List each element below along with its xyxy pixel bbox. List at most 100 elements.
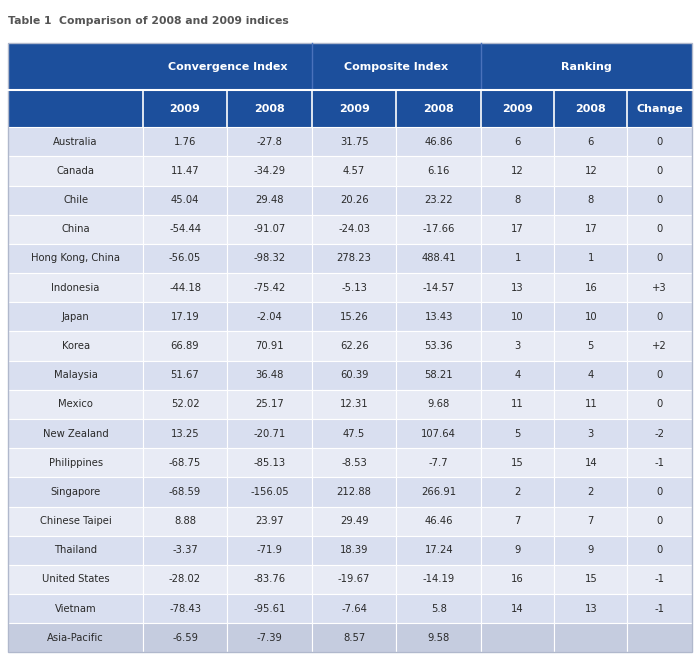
Bar (143, 273, 228, 302)
Bar (228, 360, 312, 389)
Text: 9: 9 (514, 545, 521, 556)
Text: 8.57: 8.57 (343, 633, 365, 643)
Bar (8, 331, 143, 360)
Bar (312, 90, 396, 127)
Bar (8, 594, 143, 623)
Bar (143, 565, 228, 594)
Bar (627, 302, 692, 331)
Bar (554, 90, 627, 127)
Bar (627, 360, 692, 389)
Text: -24.03: -24.03 (338, 224, 370, 235)
Text: Thailand: Thailand (54, 545, 97, 556)
Bar (396, 156, 481, 186)
Text: -7.64: -7.64 (341, 604, 367, 614)
Bar (481, 623, 554, 652)
Text: 0: 0 (657, 516, 663, 526)
Text: Vietnam: Vietnam (55, 604, 97, 614)
Bar (554, 302, 627, 331)
Bar (396, 331, 481, 360)
Text: 12: 12 (584, 166, 597, 176)
Text: 3: 3 (514, 341, 521, 351)
Text: 0: 0 (657, 312, 663, 322)
Text: 29.49: 29.49 (340, 516, 368, 526)
Bar (143, 507, 228, 536)
Bar (228, 90, 312, 127)
Bar (312, 389, 396, 419)
Bar (481, 360, 554, 389)
Bar (312, 186, 396, 215)
Text: 1: 1 (587, 254, 594, 264)
Text: 31.75: 31.75 (340, 137, 368, 147)
Text: 2009: 2009 (339, 103, 370, 114)
Bar (143, 536, 228, 565)
Bar (312, 127, 396, 156)
Text: 4: 4 (588, 370, 594, 380)
Text: 25.17: 25.17 (256, 399, 284, 409)
Text: -44.18: -44.18 (169, 283, 201, 293)
Text: -14.19: -14.19 (423, 575, 455, 585)
Bar (228, 507, 312, 536)
Bar (228, 186, 312, 215)
Text: 7: 7 (514, 516, 521, 526)
Text: Korea: Korea (62, 341, 90, 351)
Bar (143, 156, 228, 186)
Bar (228, 156, 312, 186)
Bar (481, 389, 554, 419)
Text: 4.57: 4.57 (343, 166, 365, 176)
Bar (627, 477, 692, 507)
Text: Change: Change (636, 103, 683, 114)
Bar (396, 536, 481, 565)
Bar (228, 448, 312, 477)
Text: 11: 11 (584, 399, 597, 409)
Text: 107.64: 107.64 (421, 428, 456, 439)
Bar (396, 594, 481, 623)
Bar (481, 448, 554, 477)
Text: 2: 2 (587, 487, 594, 497)
Bar (627, 331, 692, 360)
Text: -1: -1 (654, 575, 664, 585)
Text: 6.16: 6.16 (428, 166, 450, 176)
Text: 52.02: 52.02 (171, 399, 199, 409)
Text: Convergence Index: Convergence Index (167, 61, 287, 72)
Text: -34.29: -34.29 (253, 166, 286, 176)
Bar (312, 448, 396, 477)
Text: 10: 10 (511, 312, 524, 322)
Bar (8, 448, 143, 477)
Text: -19.67: -19.67 (338, 575, 370, 585)
Bar (481, 244, 554, 273)
Bar (481, 273, 554, 302)
Bar (396, 419, 481, 448)
Text: Composite Index: Composite Index (344, 61, 449, 72)
Text: 6: 6 (587, 137, 594, 147)
Bar (312, 302, 396, 331)
Bar (8, 43, 143, 90)
Bar (8, 389, 143, 419)
Bar (143, 448, 228, 477)
Bar (8, 186, 143, 215)
Bar (396, 389, 481, 419)
Text: 17: 17 (584, 224, 597, 235)
Text: 58.21: 58.21 (424, 370, 453, 380)
Bar (143, 623, 228, 652)
Bar (627, 186, 692, 215)
Text: 5: 5 (587, 341, 594, 351)
Bar (312, 623, 396, 652)
Bar (554, 186, 627, 215)
Text: 488.41: 488.41 (421, 254, 456, 264)
Bar (228, 302, 312, 331)
Text: -7.39: -7.39 (257, 633, 283, 643)
Text: -95.61: -95.61 (253, 604, 286, 614)
Bar (481, 331, 554, 360)
Text: 1.76: 1.76 (174, 137, 196, 147)
Text: Malaysia: Malaysia (54, 370, 97, 380)
Text: Canada: Canada (57, 166, 94, 176)
Text: 0: 0 (657, 166, 663, 176)
Bar (143, 215, 228, 244)
Text: 278.23: 278.23 (337, 254, 372, 264)
Text: 8: 8 (514, 195, 521, 205)
Bar (143, 186, 228, 215)
Bar (228, 419, 312, 448)
Text: 36.48: 36.48 (256, 370, 284, 380)
Text: 11.47: 11.47 (171, 166, 199, 176)
Bar (312, 331, 396, 360)
